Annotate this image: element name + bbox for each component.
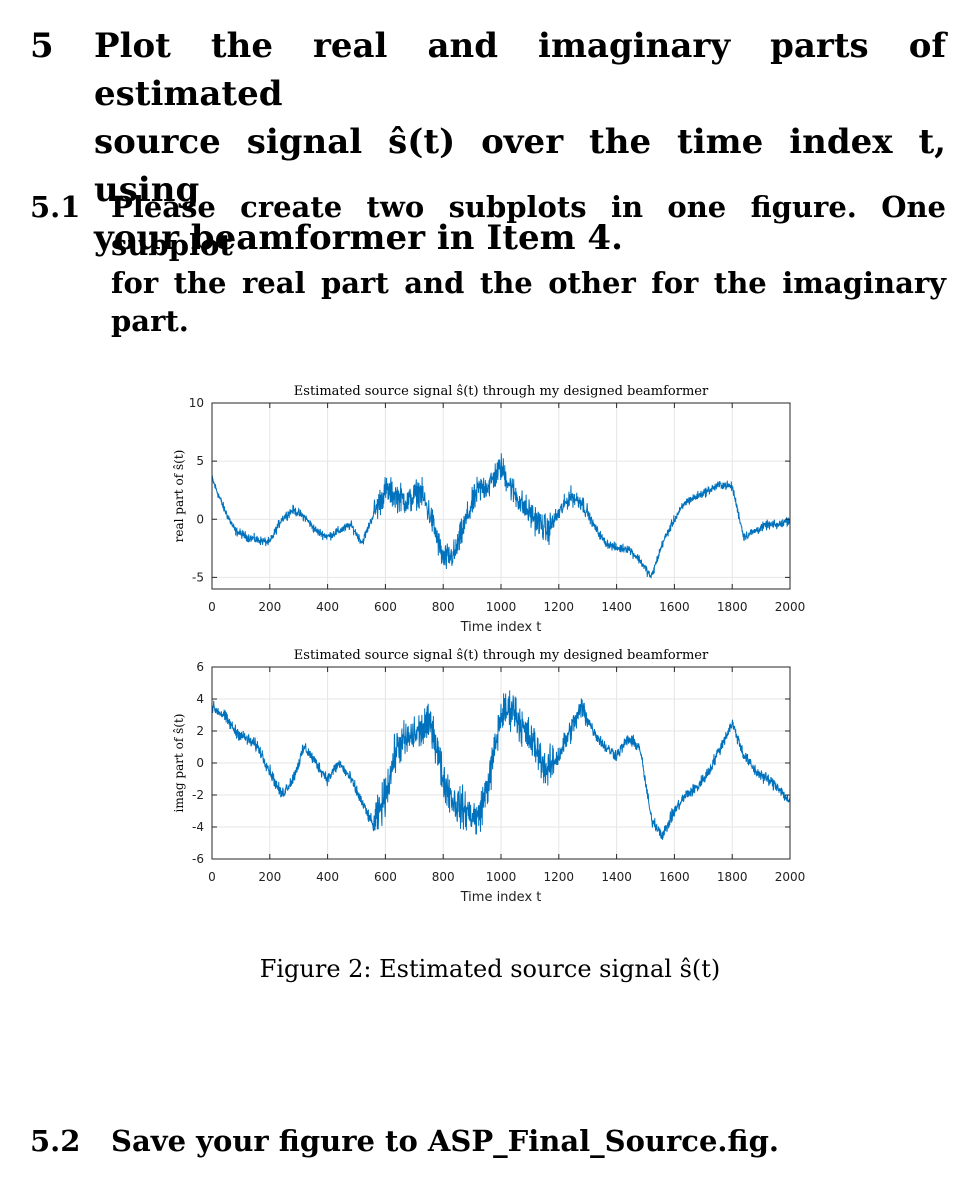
y-tick-label: 4 bbox=[196, 692, 204, 706]
section-text: Save your figure to ASP_Final_Source.fig… bbox=[111, 1124, 779, 1158]
y-tick-label: -6 bbox=[192, 852, 204, 866]
x-tick-label: 200 bbox=[258, 600, 281, 614]
x-tick-label: 600 bbox=[374, 600, 397, 614]
section-line: source signal ŝ(t) over the time index t… bbox=[94, 122, 946, 210]
section-line: Please create two subplots in one figure… bbox=[111, 190, 946, 262]
section-number: 5 bbox=[30, 26, 54, 66]
x-tick-label: 1800 bbox=[717, 870, 748, 884]
subplot-1: 0 200 400 600 800 1000 1200 1400 1600 1800 2000 -5 0… bbox=[172, 384, 805, 635]
y-tick-label: 5 bbox=[196, 454, 204, 468]
x-tick-label: 1000 bbox=[486, 600, 517, 614]
y-tick-label: -4 bbox=[192, 820, 204, 834]
x-tick-label: 2000 bbox=[775, 600, 806, 614]
x-tick-label: 800 bbox=[432, 600, 455, 614]
section-number: 5.1 bbox=[30, 190, 81, 224]
x-tick-label: 0 bbox=[208, 600, 216, 614]
x-tick-label: 1800 bbox=[717, 600, 748, 614]
x-tick-label: 1400 bbox=[601, 870, 632, 884]
x-tick-label: 1600 bbox=[659, 870, 690, 884]
y-tick-label: 10 bbox=[189, 396, 204, 410]
section-line: for the real part and the other for the … bbox=[111, 266, 946, 338]
x-tick-label: 600 bbox=[374, 870, 397, 884]
y-tick-label: 2 bbox=[196, 724, 204, 738]
figure-caption: Figure 2: Estimated source signal ŝ(t) bbox=[259, 955, 721, 983]
section-number: 5.2 bbox=[30, 1124, 81, 1158]
y-tick-label: -5 bbox=[192, 570, 204, 584]
section-line: your beamformer in Item 4. bbox=[94, 218, 623, 258]
x-tick-label: 0 bbox=[208, 870, 216, 884]
x-tick-label: 800 bbox=[432, 870, 455, 884]
x-tick-label: 400 bbox=[316, 600, 339, 614]
x-tick-label: 200 bbox=[258, 870, 281, 884]
y-axis-label: imag part of ŝ(t) bbox=[172, 714, 186, 813]
section-text: Please create two subplots in one figure… bbox=[111, 188, 946, 340]
subplot-2: 0 200 400 600 800 1000 1200 1400 1600 1800 2000 -6 -… bbox=[172, 648, 805, 905]
x-tick-label: 1000 bbox=[486, 870, 517, 884]
section-text: Plot the real and imaginary parts of est… bbox=[94, 22, 946, 262]
plot-title: Estimated source signal ŝ(t) through my … bbox=[294, 384, 709, 399]
y-tick-label: 0 bbox=[196, 756, 204, 770]
x-tick-label: 1200 bbox=[544, 870, 575, 884]
x-axis-label: Time index t bbox=[460, 620, 542, 635]
x-tick-label: 1200 bbox=[544, 600, 575, 614]
plot-title: Estimated source signal ŝ(t) through my … bbox=[294, 648, 709, 663]
series-line bbox=[211, 453, 791, 579]
section-line: Plot the real and imaginary parts of est… bbox=[94, 26, 946, 114]
y-tick-label: 0 bbox=[196, 512, 204, 526]
x-tick-label: 400 bbox=[316, 870, 339, 884]
y-axis-label: real part of ŝ(t) bbox=[172, 450, 186, 543]
x-tick-label: 2000 bbox=[775, 870, 806, 884]
figure-2: 0 200 400 600 800 1000 1200 1400 1600 1800 2000-50… bbox=[172, 384, 805, 905]
x-tick-label: 1600 bbox=[659, 600, 690, 614]
series-line bbox=[211, 690, 791, 840]
x-tick-label: 1400 bbox=[601, 600, 632, 614]
y-tick-label: -2 bbox=[192, 788, 204, 802]
x-axis-label: Time index t bbox=[460, 890, 542, 905]
y-tick-label: 6 bbox=[196, 660, 204, 674]
